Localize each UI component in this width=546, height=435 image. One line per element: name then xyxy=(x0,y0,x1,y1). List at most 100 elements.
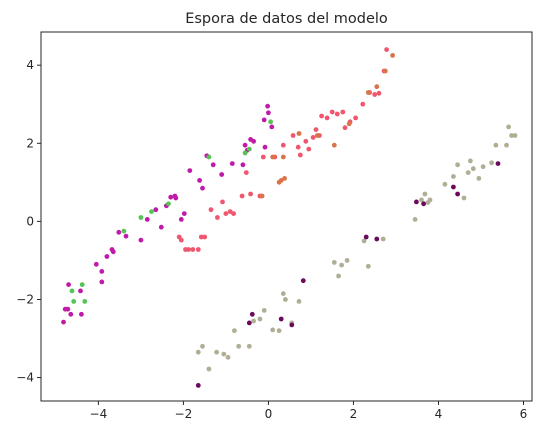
data-point xyxy=(298,153,303,158)
data-point xyxy=(262,118,267,123)
data-point xyxy=(243,151,248,156)
data-point xyxy=(268,119,273,124)
data-point xyxy=(311,135,316,140)
data-point xyxy=(196,247,201,252)
data-point xyxy=(65,307,70,312)
data-point xyxy=(289,323,294,328)
data-points xyxy=(61,47,517,388)
data-point xyxy=(377,91,382,96)
data-point xyxy=(179,238,184,243)
y-tick-label: −4 xyxy=(16,371,34,385)
data-point xyxy=(80,282,85,287)
data-point xyxy=(471,166,476,171)
data-point xyxy=(315,133,320,138)
data-point xyxy=(200,186,205,191)
plot-axes: −4 −2 0 2 4 6 −4 −2 0 2 4 xyxy=(16,32,532,421)
data-point xyxy=(241,162,246,167)
data-point xyxy=(281,143,286,148)
data-point xyxy=(332,143,337,148)
data-point xyxy=(414,200,419,205)
data-point xyxy=(291,133,296,138)
data-point xyxy=(145,217,150,222)
data-point xyxy=(301,278,306,283)
data-point xyxy=(353,116,358,121)
data-point xyxy=(366,90,371,95)
data-point xyxy=(122,229,127,234)
data-point xyxy=(258,317,263,322)
data-point xyxy=(477,176,482,181)
data-point xyxy=(303,139,308,144)
data-point xyxy=(243,143,248,148)
data-point xyxy=(335,112,340,117)
data-point xyxy=(226,355,231,360)
data-point xyxy=(360,102,365,107)
x-tick-label: 6 xyxy=(520,407,528,421)
x-tick-label: −2 xyxy=(175,407,193,421)
data-point xyxy=(455,192,460,197)
plot-frame xyxy=(41,32,532,401)
data-point xyxy=(196,383,201,388)
data-point xyxy=(220,200,225,205)
data-point xyxy=(347,121,352,126)
data-point xyxy=(345,258,350,263)
data-point xyxy=(504,143,509,148)
data-point xyxy=(251,139,256,144)
data-point xyxy=(240,194,245,199)
data-point xyxy=(251,319,256,324)
data-point xyxy=(496,161,501,166)
data-point xyxy=(139,215,144,220)
data-point xyxy=(159,225,164,230)
data-point xyxy=(374,237,379,242)
data-point xyxy=(261,155,266,160)
data-point xyxy=(332,260,337,265)
data-point xyxy=(262,308,267,313)
data-point xyxy=(153,207,158,212)
data-point xyxy=(296,145,301,150)
data-point xyxy=(466,170,471,175)
data-point xyxy=(364,235,369,240)
data-point xyxy=(413,217,418,222)
y-tick-label: −2 xyxy=(16,292,34,306)
data-point xyxy=(366,264,371,269)
data-point xyxy=(105,254,110,259)
data-point xyxy=(384,47,389,52)
data-point xyxy=(71,299,76,304)
x-tick-label: 0 xyxy=(265,407,273,421)
data-point xyxy=(247,147,252,152)
data-point xyxy=(263,145,268,150)
data-point xyxy=(451,174,456,179)
x-tick-label: 4 xyxy=(435,407,443,421)
data-point xyxy=(250,312,255,317)
chart-title: Espora de datos del modelo xyxy=(185,11,388,27)
data-point xyxy=(314,127,319,132)
data-point xyxy=(187,168,192,173)
data-point xyxy=(340,110,345,115)
data-point xyxy=(513,133,518,138)
x-tick-label: 2 xyxy=(350,407,358,421)
data-point xyxy=(247,344,252,349)
data-point xyxy=(124,234,129,239)
data-point xyxy=(182,211,187,216)
data-point xyxy=(202,235,207,240)
data-point xyxy=(116,230,121,235)
data-point xyxy=(61,320,66,325)
data-point xyxy=(297,131,302,136)
data-point xyxy=(383,69,388,74)
data-point xyxy=(244,170,249,175)
data-point xyxy=(451,185,456,190)
data-point xyxy=(197,178,202,183)
data-point xyxy=(66,282,71,287)
data-point xyxy=(231,211,236,216)
data-point xyxy=(390,53,395,58)
data-point xyxy=(428,198,433,203)
data-point xyxy=(78,289,83,294)
data-point xyxy=(260,194,265,199)
data-point xyxy=(214,350,219,355)
data-point xyxy=(207,155,212,160)
data-point xyxy=(186,247,191,252)
data-point xyxy=(381,237,386,242)
y-tick-label: 4 xyxy=(26,58,34,72)
data-point xyxy=(111,249,116,254)
data-point xyxy=(224,211,229,216)
